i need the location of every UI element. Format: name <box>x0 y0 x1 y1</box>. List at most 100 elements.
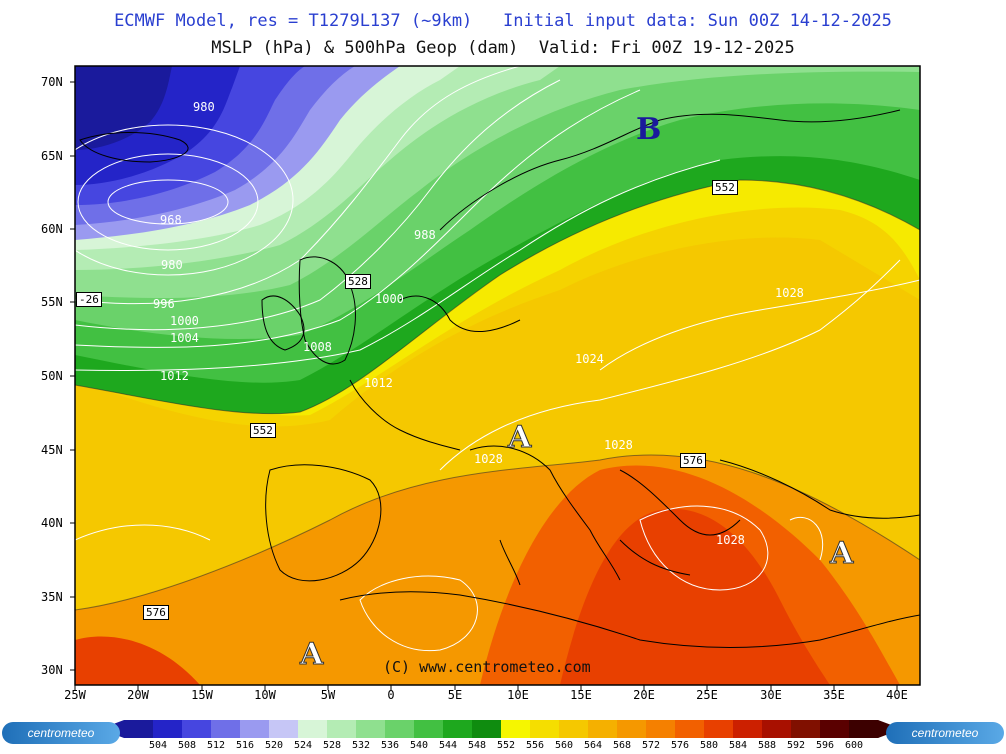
colorbar-tick-label: 572 <box>641 740 661 751</box>
isobar-label: 1000 <box>170 314 199 328</box>
colorbar-tick-label: 584 <box>728 740 748 751</box>
centrometeo-logo: centrometeo <box>886 722 1004 744</box>
colorbar-cell <box>762 720 792 738</box>
geopotential-label: 576 <box>680 453 706 468</box>
colorbar-cell <box>182 720 212 738</box>
lon-label: 30E <box>760 688 782 702</box>
colorbar-tick-label: 508 <box>177 740 197 751</box>
lat-label: 60N <box>41 222 63 236</box>
colorbar-tick-label: 512 <box>206 740 226 751</box>
colorbar-tick-label: 536 <box>380 740 400 751</box>
isobar-label: 1012 <box>160 369 189 383</box>
colorbar-cell <box>211 720 241 738</box>
colorbar-cell <box>124 720 154 738</box>
colorbar-cell <box>820 720 850 738</box>
colorbar-cell <box>675 720 705 738</box>
lon-label: 25E <box>696 688 718 702</box>
colorbar-cell <box>733 720 763 738</box>
colorbar-cell <box>385 720 415 738</box>
colorbar-cell <box>791 720 821 738</box>
colorbar-cell <box>443 720 473 738</box>
lon-label: 25W <box>64 688 86 702</box>
colorbar <box>100 720 902 738</box>
isobar-label: 1012 <box>364 376 393 390</box>
colorbar-tick-label: 596 <box>815 740 835 751</box>
copyright-text: (C) www.centrometeo.com <box>383 658 591 676</box>
geopotential-label: 576 <box>143 605 169 620</box>
lat-label: 35N <box>41 590 63 604</box>
colorbar-tick-label: 556 <box>525 740 545 751</box>
colorbar-cell <box>588 720 618 738</box>
geopotential-label: 552 <box>712 180 738 195</box>
colorbar-cell <box>704 720 734 738</box>
isobar-label: 1028 <box>604 438 633 452</box>
colorbar-cell <box>298 720 328 738</box>
colorbar-cell <box>501 720 531 738</box>
colorbar-cell <box>269 720 299 738</box>
lon-label: 10E <box>507 688 529 702</box>
lon-label: 10W <box>254 688 276 702</box>
logo-text: centrometeo <box>911 726 979 740</box>
colorbar-cell <box>617 720 647 738</box>
lat-label: 50N <box>41 369 63 383</box>
chart-title-line1: ECMWF Model, res = T1279L137 (~9km) Init… <box>114 11 892 31</box>
isobar-label: 1028 <box>775 286 804 300</box>
geopotential-label: -26 <box>76 292 102 307</box>
isobar-label: 968 <box>160 213 182 227</box>
high-pressure-marker: A <box>299 637 324 673</box>
lon-label: 5E <box>447 688 463 702</box>
colorbar-tick-label: 568 <box>612 740 632 751</box>
high-pressure-marker: A <box>507 420 532 456</box>
isobar-label: 996 <box>153 297 175 311</box>
colorbar-tick-label: 552 <box>496 740 516 751</box>
colorbar-tick-label: 520 <box>264 740 284 751</box>
colorbar-tick-label: 592 <box>786 740 806 751</box>
lat-label: 40N <box>41 516 63 530</box>
isobar-label: 1028 <box>474 452 503 466</box>
colorbar-tick-label: 560 <box>554 740 574 751</box>
isobar-label: 1024 <box>575 352 604 366</box>
low-pressure-marker: B <box>636 112 662 147</box>
colorbar-cell <box>356 720 386 738</box>
lat-label: 45N <box>41 443 63 457</box>
isobar-label: 988 <box>414 228 436 242</box>
colorbar-cell <box>646 720 676 738</box>
chart-title-line2: MSLP (hPa) & 500hPa Geop (dam) Valid: Fr… <box>211 38 795 58</box>
high-pressure-marker: A <box>829 536 854 572</box>
colorbar-tick-label: 504 <box>148 740 168 751</box>
isobar-label: 980 <box>161 258 183 272</box>
lon-label: 5W <box>320 688 336 702</box>
lat-label: 55N <box>41 295 63 309</box>
lon-label: 15E <box>570 688 592 702</box>
geopotential-fill <box>75 66 920 685</box>
colorbar-cell <box>530 720 560 738</box>
isobar-label: 980 <box>193 100 215 114</box>
colorbar-tick-label: 580 <box>699 740 719 751</box>
colorbar-tick-label: 548 <box>467 740 487 751</box>
colorbar-tick-label: 516 <box>235 740 255 751</box>
isobar-label: 1008 <box>303 340 332 354</box>
colorbar-cell <box>414 720 444 738</box>
lat-label: 65N <box>41 149 63 163</box>
isobar-label: 1028 <box>716 533 745 547</box>
lon-label: 20E <box>633 688 655 702</box>
isobars <box>75 66 920 652</box>
colorbar-tick-label: 576 <box>670 740 690 751</box>
lon-label: 15W <box>191 688 213 702</box>
colorbar-tick-label: 564 <box>583 740 603 751</box>
coastlines <box>79 109 920 648</box>
isobar-label: 1000 <box>375 292 404 306</box>
colorbar-cell <box>849 720 879 738</box>
lon-label: 35E <box>823 688 845 702</box>
lat-label: 30N <box>41 663 63 677</box>
colorbar-tick-label: 600 <box>844 740 864 751</box>
colorbar-tick-label: 588 <box>757 740 777 751</box>
colorbar-cell <box>327 720 357 738</box>
isobar-label: 1004 <box>170 331 199 345</box>
colorbar-cell <box>472 720 502 738</box>
lon-label: 0 <box>387 688 395 702</box>
lon-label: 20W <box>127 688 149 702</box>
colorbar-tick-label: 544 <box>438 740 458 751</box>
logo-text: centrometeo <box>27 726 95 740</box>
